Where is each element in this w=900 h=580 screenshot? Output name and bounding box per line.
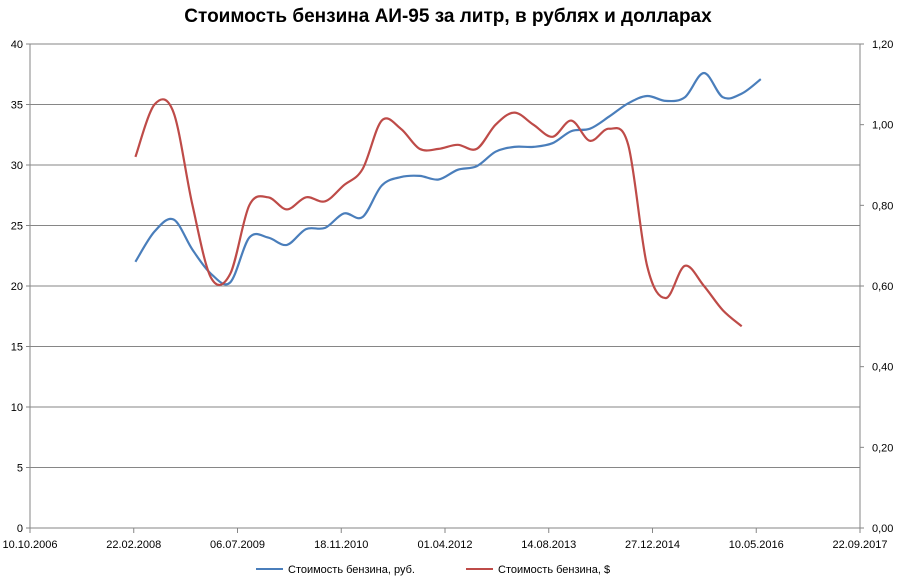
left-tick-label: 0 [17,523,23,535]
series-lines [134,71,762,328]
legend: Стоимость бензина, руб. Стоимость бензин… [256,564,610,576]
right-y-axis-ticks: 0,00 0,20 0,40 0,60 0,80 1,00 1,20 [860,39,893,535]
x-tick-label: 10.05.2016 [729,539,784,551]
x-tick-label: 27.12.2014 [625,539,680,551]
x-tick-label: 14.08.2013 [521,539,576,551]
left-tick-label: 20 [11,281,23,293]
left-tick-label: 30 [11,160,23,172]
legend-label-usd: Стоимость бензина, $ [498,564,610,576]
left-tick-label: 40 [11,39,23,51]
x-tick-label: 06.07.2009 [210,539,265,551]
gridlines [30,43,860,468]
x-tick-label: 01.04.2012 [417,539,472,551]
chart-title: Стоимость бензина АИ-95 за литр, в рубля… [184,6,712,27]
right-tick-label: 0,80 [872,200,893,212]
left-y-axis-ticks: 0 5 10 15 20 25 30 35 40 [11,39,30,535]
left-tick-label: 5 [17,463,23,475]
series-line-rub [134,71,762,286]
x-axis-ticks: 10.10.2006 22.02.2008 06.07.2009 18.11.2010… [2,528,888,551]
left-tick-label: 10 [11,402,23,414]
right-tick-label: 0,20 [872,442,893,454]
right-tick-label: 1,20 [872,39,893,51]
left-tick-label: 25 [11,221,23,233]
left-tick-label: 35 [11,100,23,112]
x-tick-label: 18.11.2010 [314,539,368,551]
x-tick-label: 22.02.2008 [106,539,161,551]
left-tick-label: 15 [11,342,23,354]
x-tick-label: 22.09.2017 [832,539,887,551]
right-tick-label: 0,60 [872,281,893,293]
right-tick-label: 0,40 [872,362,893,374]
right-tick-label: 1,00 [872,120,893,132]
legend-label-rub: Стоимость бензина, руб. [288,564,415,576]
series-line-usd [134,98,743,328]
x-tick-label: 10.10.2006 [2,539,57,551]
right-tick-label: 0,00 [872,523,893,535]
